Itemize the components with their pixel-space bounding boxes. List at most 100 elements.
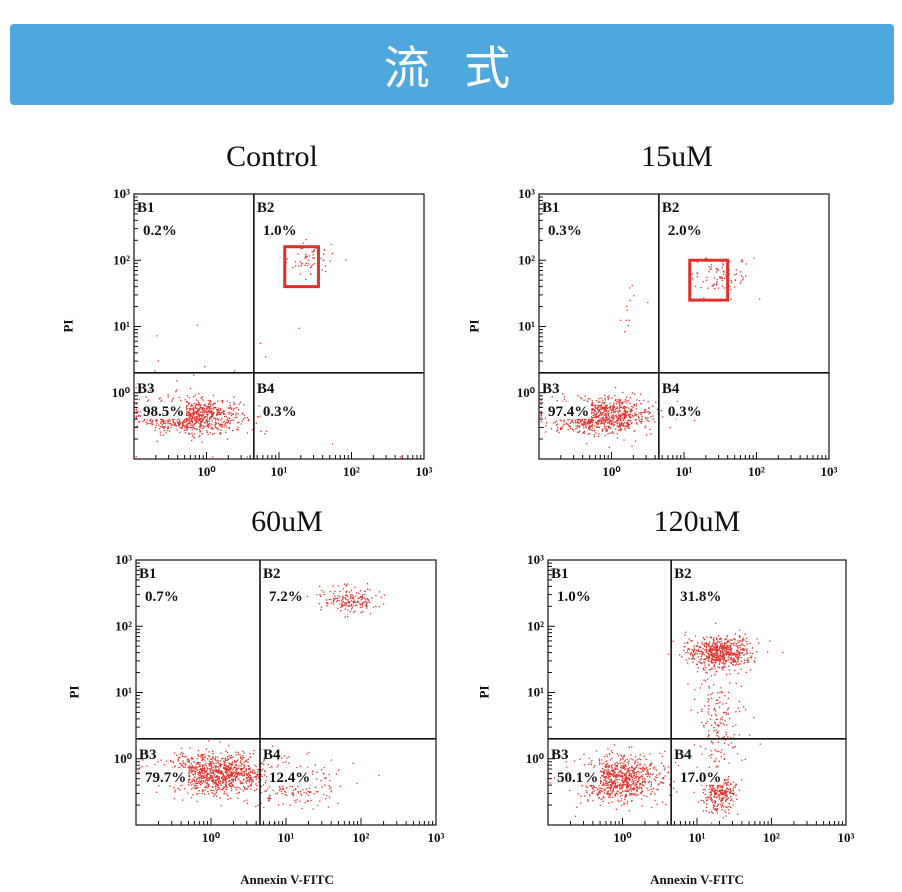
data-point [661,777,663,779]
data-point [715,793,717,795]
data-point [193,408,195,410]
data-point [352,605,354,607]
data-point [206,769,208,772]
data-point [223,412,225,415]
data-point [569,425,571,428]
data-point [725,800,727,802]
data-point [194,407,196,409]
data-point [639,792,642,794]
data-point [174,789,176,791]
data-point [705,666,707,668]
data-point [616,417,618,419]
x-tick-label: 10² [343,464,360,479]
data-point [210,770,212,772]
data-point [620,423,623,426]
y-tick-label: 10⁰ [114,751,133,766]
data-point [198,415,200,417]
data-point [189,413,191,416]
data-point [208,402,211,405]
data-point [349,596,351,598]
data-point [628,760,630,762]
flow-plot-60um: 10⁰ 10¹ 10² 10³ 10⁰ 10¹ 10² 10³ B1 0.7% B2 7.2% B3 79… [100,550,445,860]
data-point [252,769,254,771]
data-point [235,771,238,773]
data-point [740,280,742,282]
data-point [138,398,141,401]
data-point [313,250,315,252]
data-point [648,780,651,782]
data-point [643,767,645,770]
data-point [219,780,222,782]
data-point [620,758,622,761]
data-point [210,777,212,779]
data-point [300,792,302,795]
data-point [284,790,286,793]
data-point [728,805,730,808]
data-point [345,584,347,586]
data-point [211,763,213,765]
data-point [716,284,718,286]
data-point [190,771,192,774]
data-point [220,429,222,431]
data-point [583,421,585,423]
data-point [357,601,360,603]
data-point [601,422,603,424]
data-point [631,405,633,408]
data-point [311,773,314,775]
data-point [210,776,212,778]
data-point [203,417,206,419]
data-point [590,419,593,421]
data-point [201,433,203,435]
data-point [612,790,615,792]
data-point [594,404,596,406]
data-point [630,422,632,425]
data-point [204,780,206,782]
data-point [281,792,283,795]
data-point [591,792,594,795]
data-point [583,427,585,429]
data-point [190,405,192,407]
data-point [234,764,236,766]
data-point [630,786,632,788]
data-point [725,793,727,795]
data-point [369,589,371,591]
data-point [720,793,722,795]
quadrant-percent-bg [260,401,298,419]
data-point [631,781,633,783]
data-point [306,595,308,598]
data-point [604,765,606,767]
data-point [723,783,725,785]
data-point [310,265,313,267]
data-point [605,782,607,784]
scatter-svg: 10⁰ 10¹ 10² 10³10⁰10¹10²10³B11.0%B231.8%B35… [526,552,855,845]
data-point [633,430,636,432]
data-point [622,391,624,394]
data-point [635,779,637,781]
data-point [200,417,203,420]
data-point [261,762,263,764]
data-point [146,419,148,421]
data-point [206,407,208,409]
data-point [720,799,723,801]
data-point [575,422,577,424]
data-point [151,423,153,425]
data-point [246,779,249,782]
data-point [720,789,723,792]
data-point [653,793,656,795]
data-point [173,786,175,789]
data-point [580,795,582,798]
data-point [223,766,225,768]
data-point [198,765,200,768]
data-point [717,787,719,789]
data-point [616,774,619,777]
data-point [329,780,331,782]
data-point [201,396,203,398]
data-point [597,406,600,409]
data-point [740,779,743,781]
data-point [316,594,318,596]
data-point [223,763,225,765]
data-point [265,356,267,358]
data-point [749,652,752,654]
data-point [634,767,636,769]
data-point [242,755,244,757]
